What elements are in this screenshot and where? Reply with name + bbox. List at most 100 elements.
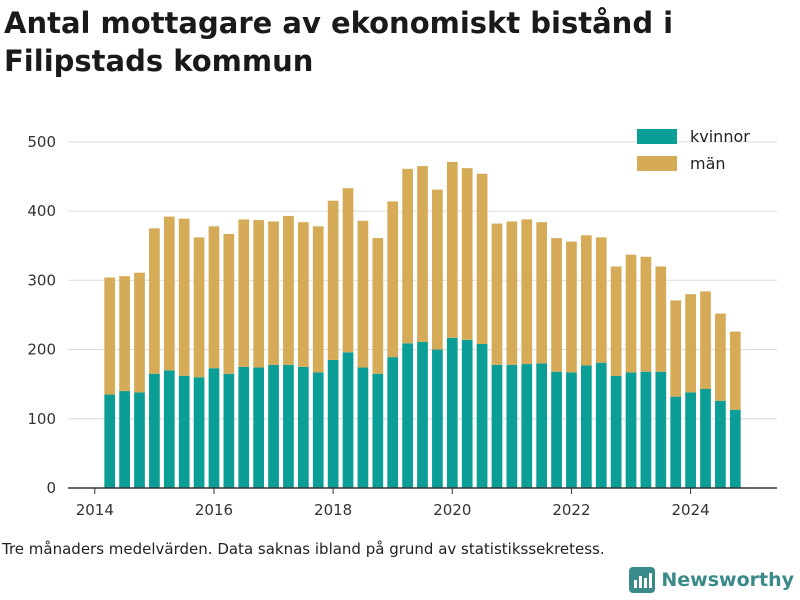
bar-man	[580, 235, 592, 366]
bar-man	[223, 233, 235, 374]
y-tick-label: 300	[27, 271, 56, 289]
y-tick-label: 0	[46, 479, 56, 497]
bar-kvinnor	[402, 343, 413, 488]
bar-kvinnor	[387, 357, 399, 488]
legend-swatch	[637, 156, 677, 171]
legend-swatch	[637, 129, 677, 144]
y-axis: 0 100 200 300 400 500	[27, 133, 56, 497]
chart-title: Antal mottagare av ekonomiskt bistånd i …	[4, 6, 674, 78]
bar-man	[729, 331, 741, 410]
bar-man	[342, 188, 354, 353]
brand[interactable]: Newsworthy	[629, 567, 794, 593]
bar-man	[432, 189, 443, 350]
bar-kvinnor	[223, 373, 235, 488]
x-tick-label: 2022	[552, 501, 590, 519]
bar-man	[417, 166, 428, 342]
bar-kvinnor	[432, 349, 443, 488]
y-tick-label: 500	[27, 133, 56, 151]
bar-man	[566, 241, 577, 373]
bar-chart-logo-icon	[629, 567, 656, 593]
bar-man	[491, 223, 503, 365]
brand-name: Newsworthy	[661, 569, 794, 591]
bar-kvinnor	[134, 392, 145, 488]
bar-man	[387, 201, 399, 358]
bar-kvinnor	[625, 372, 637, 488]
legend-label: män	[690, 154, 726, 173]
bar-kvinnor	[580, 365, 592, 488]
bar-kvinnor	[446, 337, 458, 488]
bar-man	[104, 277, 116, 395]
bar-kvinnor	[655, 371, 667, 488]
bar-man	[521, 219, 533, 365]
bar-man	[402, 168, 413, 344]
footnote: Tre månaders medelvärden. Data saknas ib…	[2, 540, 605, 558]
bar-man	[685, 294, 696, 393]
bar-man	[446, 161, 458, 338]
bar-man	[357, 220, 369, 368]
bar-kvinnor	[729, 409, 741, 488]
bar-man	[461, 168, 473, 340]
x-tick-label: 2014	[76, 501, 114, 519]
bar-kvinnor	[193, 377, 205, 488]
y-tick-label: 400	[27, 202, 56, 220]
bar-man	[476, 173, 488, 344]
legend-label: kvinnor	[690, 127, 750, 146]
bar-kvinnor	[417, 341, 428, 488]
bar-kvinnor	[536, 363, 548, 488]
bar-kvinnor	[461, 339, 473, 488]
bar-kvinnor	[163, 370, 175, 488]
bar-man	[163, 216, 175, 371]
bar-man	[119, 276, 130, 392]
bar-man	[238, 219, 250, 367]
legend: kvinnor män	[637, 127, 750, 173]
bar-man	[134, 272, 145, 393]
bar-kvinnor	[491, 364, 503, 488]
bar-man	[297, 222, 309, 367]
bar-man	[268, 221, 279, 365]
bar-man	[253, 220, 265, 368]
bar-kvinnor	[149, 373, 160, 488]
bar-man	[506, 221, 518, 365]
bar-kvinnor	[208, 368, 220, 488]
bar-kvinnor	[670, 396, 682, 488]
bar-kvinnor	[372, 373, 384, 488]
bar-kvinnor	[700, 389, 711, 488]
bar-kvinnor	[551, 371, 562, 488]
bar-kvinnor	[610, 375, 622, 488]
y-tick-label: 200	[27, 341, 56, 359]
bar-kvinnor	[342, 352, 354, 488]
x-tick-label: 2016	[195, 501, 233, 519]
bar-man	[610, 266, 622, 376]
bar-man	[715, 313, 726, 401]
bar-man	[178, 218, 190, 376]
x-axis: 2014 2016 2018 2020 2022 2024	[68, 487, 777, 519]
bar-kvinnor	[268, 364, 279, 488]
bar-kvinnor	[566, 372, 577, 488]
bar-kvinnor	[238, 366, 250, 488]
bar-kvinnor	[595, 362, 607, 488]
bar-kvinnor	[104, 394, 116, 488]
y-tick-label: 100	[27, 410, 56, 428]
bar-man	[193, 237, 205, 378]
bar-kvinnor	[476, 344, 488, 488]
bar-kvinnor	[297, 366, 309, 488]
bar-kvinnor	[640, 371, 652, 488]
bar-man	[208, 226, 220, 369]
bar-kvinnor	[119, 391, 130, 488]
bar-kvinnor	[283, 364, 294, 488]
bar-kvinnor	[715, 400, 726, 488]
bar-man	[372, 238, 384, 374]
bar-kvinnor	[685, 392, 696, 488]
bar-man	[536, 222, 548, 364]
x-tick-label: 2020	[433, 501, 471, 519]
bar-kvinnor	[178, 375, 190, 488]
x-tick-label: 2024	[672, 501, 710, 519]
bar-man	[283, 215, 294, 365]
bar-man	[551, 238, 562, 372]
bar-kvinnor	[312, 372, 324, 488]
bar-man	[312, 226, 324, 373]
x-tick-label: 2018	[314, 501, 352, 519]
bar-man	[640, 256, 652, 372]
bar-kvinnor	[253, 367, 265, 488]
bar-kvinnor	[357, 367, 369, 488]
